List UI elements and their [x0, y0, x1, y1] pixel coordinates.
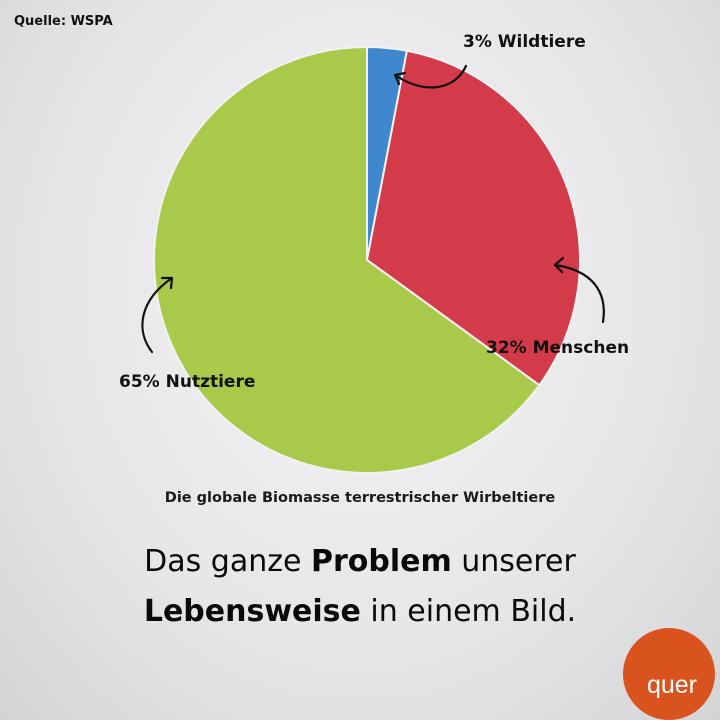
pie-slice-1 — [365, 49, 581, 387]
source-label: Quelle: WSPA — [14, 14, 113, 29]
annotation-arrows — [141, 64, 605, 354]
arrow-wildtiere — [393, 64, 468, 89]
headline-segment: Das ganze — [144, 544, 311, 579]
headline-segment: unserer — [451, 544, 576, 579]
headline-line-2: Lebensweise in einem Bild. — [0, 594, 720, 629]
headline-segment: in einem Bild. — [360, 594, 577, 629]
pie-slice-2 — [153, 45, 541, 474]
slice-label-menschen: 32% Menschen — [486, 338, 630, 358]
chart-caption: Die globale Biomasse terrestrischer Wirb… — [164, 490, 556, 506]
headline-segment: Problem — [310, 544, 452, 579]
arrow-menschen — [553, 256, 605, 324]
slice-label-wildtiere: 3% Wildtiere — [463, 32, 586, 52]
headline-segment: Lebensweise — [143, 594, 361, 629]
headline-line-1: Das ganze Problem unserer — [0, 544, 720, 579]
arrow-nutztiere — [141, 276, 174, 354]
slice-label-nutztiere: 65% Nutztiere — [119, 372, 256, 392]
quer-logo: quer — [623, 628, 715, 720]
